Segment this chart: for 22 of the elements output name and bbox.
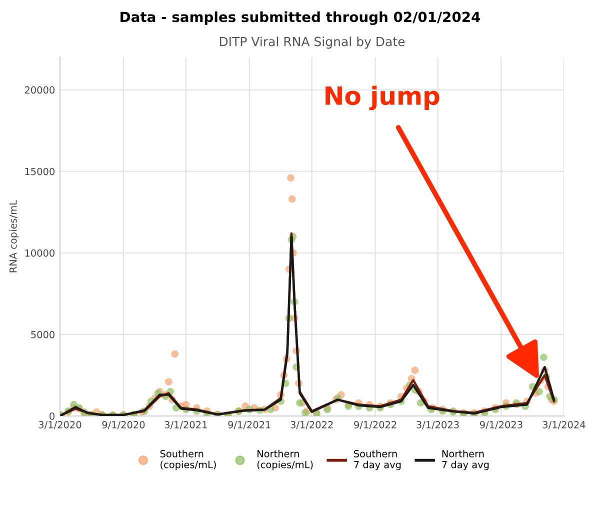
x-tick-label: 9/1/2023	[480, 421, 522, 430]
annotation: No jump	[326, 86, 440, 110]
y-axis-title: RNA copies/mL	[9, 200, 19, 272]
x-tick-label: 9/1/2020	[102, 421, 145, 430]
chart-subtitle: DITP Viral RNA Signal by Date	[220, 36, 405, 49]
x-tick-label: 3/1/2021	[164, 421, 207, 430]
x-tick-label: 3/1/2023	[416, 421, 459, 430]
legend-label: Southern 7 day avg	[354, 450, 401, 470]
y-tick-label: 10000	[25, 249, 54, 257]
x-tick-label: 9/1/2022	[354, 421, 396, 430]
y-tick-label: 20000	[24, 86, 54, 94]
legend-label: Southern (copies/mL)	[160, 450, 216, 470]
y-tick-label: 5000	[31, 330, 54, 338]
legend-label: Northern 7 day avg	[442, 450, 489, 470]
x-tick-label: 9/1/2021	[228, 421, 270, 430]
y-tick-label: 0	[50, 412, 54, 420]
y-tick-label: 15000	[25, 168, 54, 176]
x-tick-label: 3/1/2020	[38, 421, 82, 430]
legend-label: Northern (copies/mL)	[257, 450, 313, 470]
x-tick-label: 3/1/2022	[290, 421, 333, 430]
x-tick-label: 3/1/2024	[542, 421, 586, 430]
chart-title: Data - samples submitted through 02/01/2024	[120, 11, 480, 25]
